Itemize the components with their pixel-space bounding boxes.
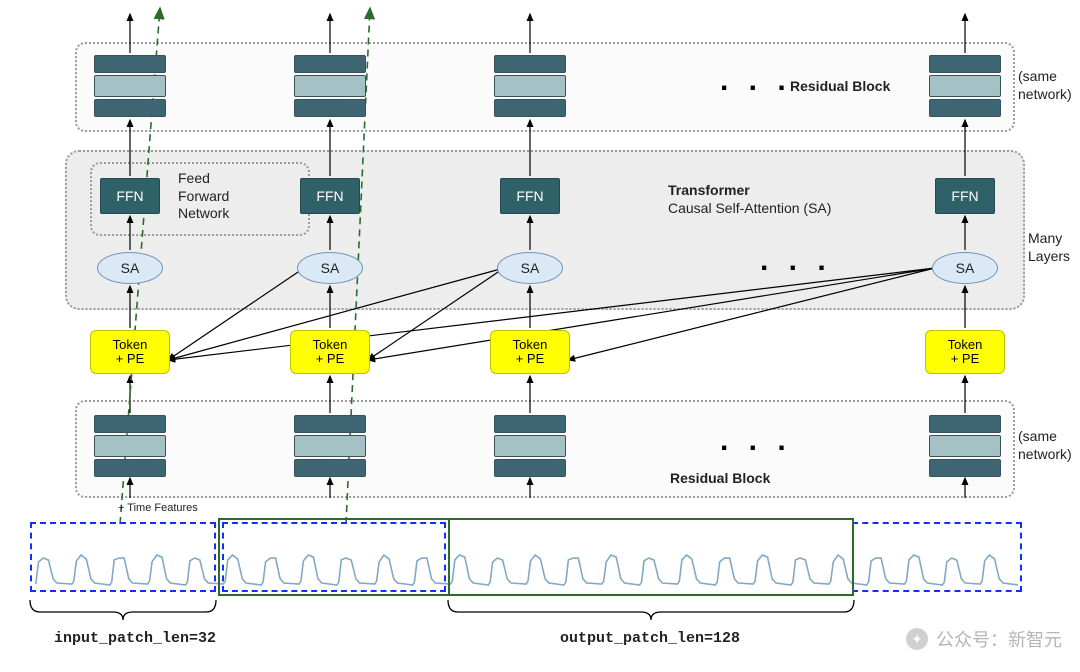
residual-block-bottom-label: Residual Block [670,470,770,488]
ellipsis-icon: . . . [760,244,832,278]
green-shift-box [218,518,450,596]
sa-node: SA [932,252,998,284]
token-pe-box: Token + PE [490,330,570,374]
ffn-block: FFN [300,178,360,214]
output-patch-len-label: output_patch_len=128 [560,630,740,649]
ffn-label: Feed Forward Network [178,170,229,223]
input-patch-box [30,522,216,592]
res-unit-bottom [929,415,1001,477]
ellipsis-icon: . . . [720,64,792,98]
same-network-top-label: (same network) [1018,68,1072,103]
same-network-bottom-label: (same network) [1018,428,1072,463]
ffn-block: FFN [100,178,160,214]
token-pe-box: Token + PE [925,330,1005,374]
wechat-icon: ✦ [906,628,928,650]
input-patch-len-label: input_patch_len=32 [54,630,216,649]
res-unit-bottom [494,415,566,477]
diagram-stage: . . . Residual Block (same network) FFN … [0,0,1080,672]
res-unit-top [294,55,366,117]
res-unit-top [929,55,1001,117]
sa-node: SA [97,252,163,284]
token-pe-box: Token + PE [290,330,370,374]
time-features-label: + Time Features [118,502,198,516]
token-pe-box: Token + PE [90,330,170,374]
transformer-title: Transformer Causal Self-Attention (SA) [668,182,831,217]
res-unit-bottom [94,415,166,477]
res-unit-top [94,55,166,117]
ffn-block: FFN [935,178,995,214]
ffn-block: FFN [500,178,560,214]
ellipsis-icon: . . . [720,424,792,458]
output-patch-box [448,518,854,596]
many-layers-label: Many Layers [1028,230,1070,265]
watermark-text: 公众号：新智元 [936,626,1062,652]
transformer-title-bold: Transformer [668,182,750,198]
res-unit-top [494,55,566,117]
residual-block-top-label: Residual Block [790,78,890,96]
input-patch-box [852,522,1022,592]
sa-node: SA [297,252,363,284]
res-unit-bottom [294,415,366,477]
transformer-subtitle: Causal Self-Attention (SA) [668,200,831,216]
sa-node: SA [497,252,563,284]
watermark: ✦ 公众号：新智元 [906,626,1062,652]
